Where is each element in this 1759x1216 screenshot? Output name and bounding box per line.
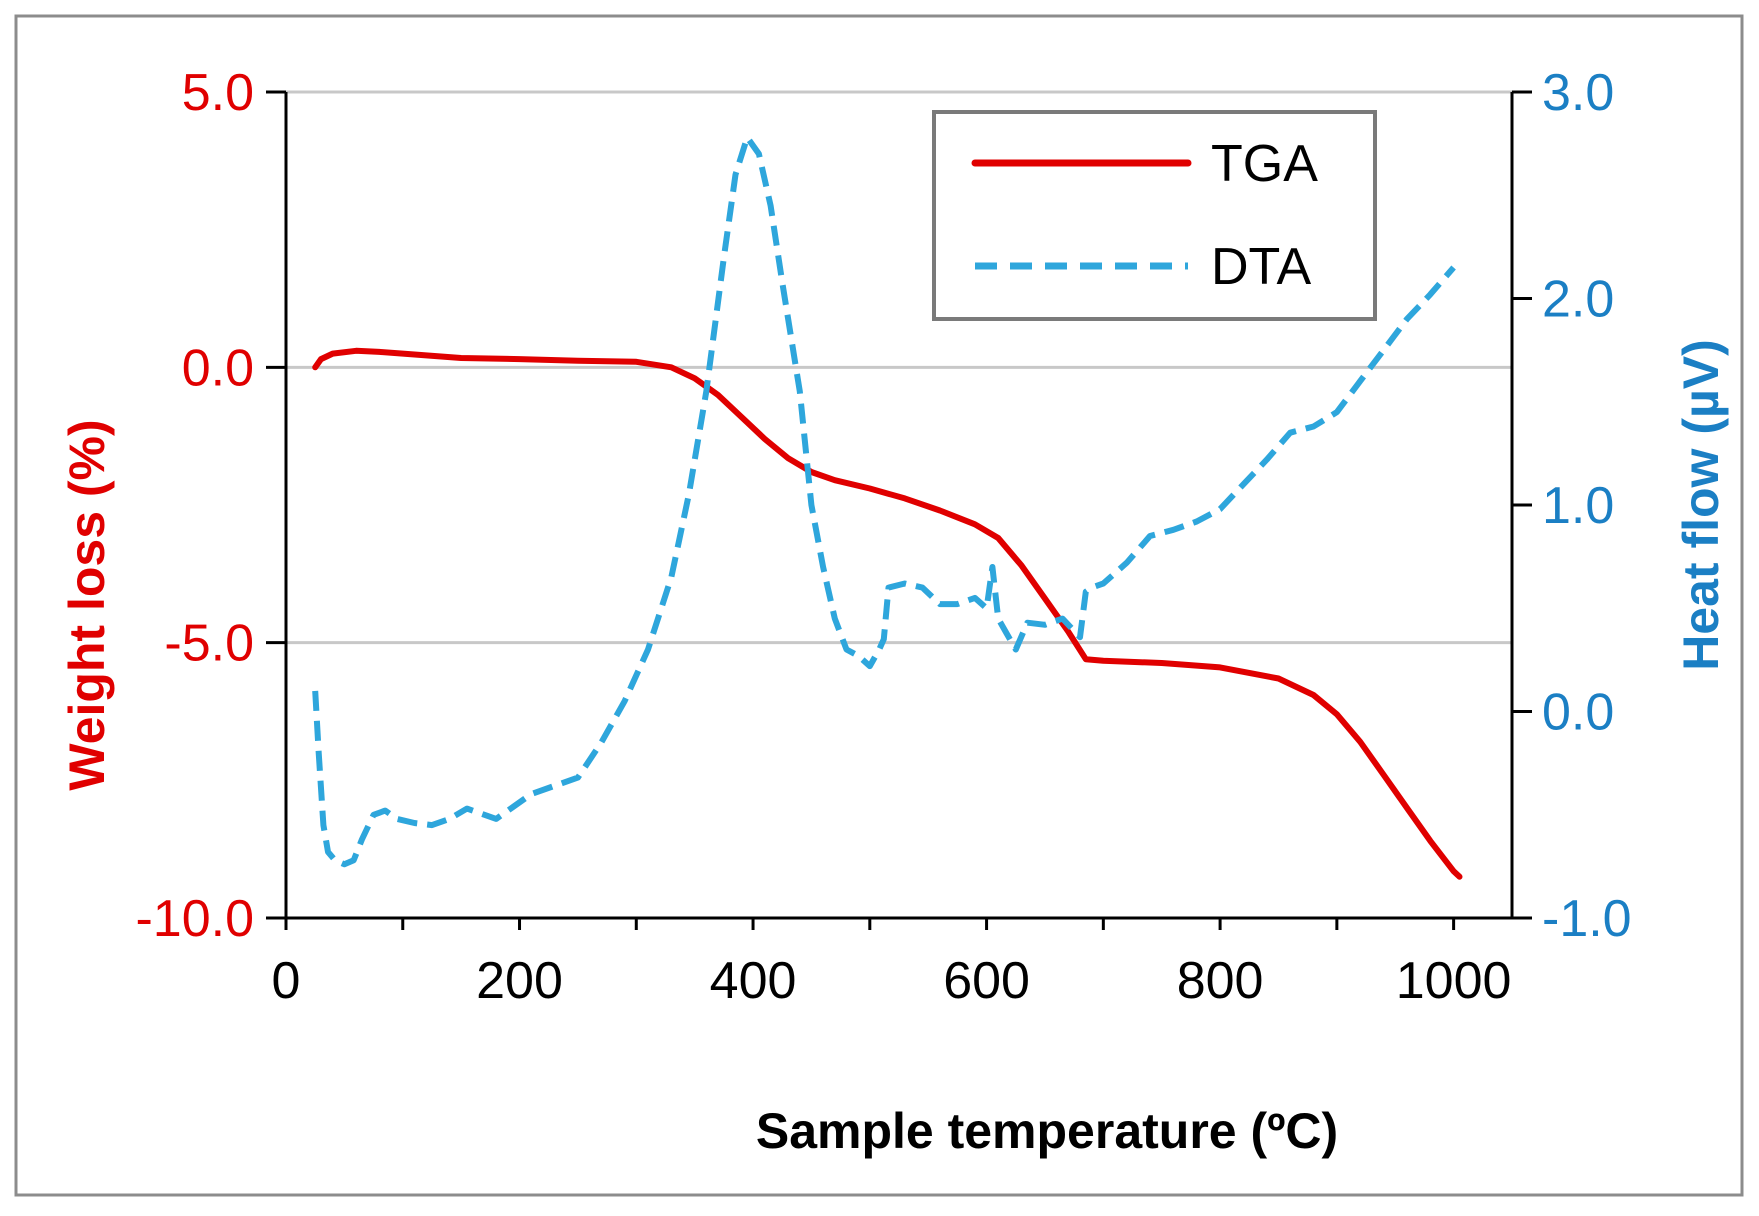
- x-tick-label: 800: [1177, 952, 1264, 1010]
- axes: [266, 90, 1532, 930]
- legend-label-dta: DTA: [1211, 238, 1311, 296]
- series-line-dta: [312, 134, 1456, 868]
- grid-lines: [286, 90, 1512, 645]
- y-tick-label-right: 0.0: [1542, 684, 1614, 742]
- y-tick-label-right: 2.0: [1542, 271, 1614, 329]
- x-tick-label: 1000: [1396, 952, 1512, 1010]
- tick-labels: 0 200 400 600 800 1000 -10.0 -5.0 0.0 5.0 -1.0 0.0 1…: [135, 64, 1631, 1010]
- y-tick-label-left: 5.0: [182, 64, 254, 122]
- y-axis-label-left: Weight loss (%): [59, 419, 115, 790]
- y-tick-label-right: 3.0: [1542, 64, 1614, 122]
- x-axis-label: Sample temperature (ºC): [756, 1103, 1338, 1159]
- x-tick-label: 400: [710, 952, 797, 1010]
- y-tick-label-left: -10.0: [135, 890, 254, 948]
- legend-box: [932, 110, 1377, 321]
- y-tick-label-left: 0.0: [182, 339, 254, 397]
- y-axis-label-right: Heat flow (µV): [1673, 339, 1729, 671]
- x-tick-label: 0: [272, 952, 301, 1010]
- y-tick-label-right: -1.0: [1542, 890, 1632, 948]
- legend-label-tga: TGA: [1211, 135, 1318, 193]
- outer-frame: [14, 14, 1744, 1197]
- series-line-tga: [312, 347, 1463, 880]
- series: [312, 134, 1463, 880]
- y-tick-label-left: -5.0: [164, 615, 254, 673]
- x-tick-label: 600: [943, 952, 1030, 1010]
- legend: TGA DTA: [932, 110, 1377, 321]
- y-tick-label-right: 1.0: [1542, 477, 1614, 535]
- x-tick-label: 200: [476, 952, 563, 1010]
